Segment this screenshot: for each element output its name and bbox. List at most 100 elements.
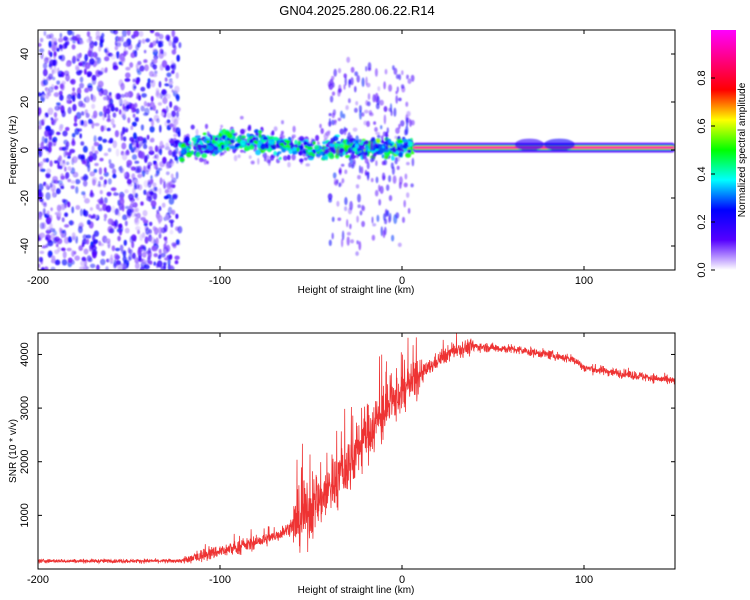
streak-blob: [403, 200, 406, 208]
noise-blob: [75, 186, 79, 194]
faint-blob: [233, 154, 238, 162]
noise-blob: [113, 259, 117, 267]
streak-blob: [329, 95, 334, 103]
noise-blob: [118, 109, 122, 115]
streak-blob: [336, 179, 339, 185]
noise-blob: [121, 249, 127, 255]
noise-blob: [120, 133, 124, 141]
spectrogram-marks: [38, 30, 675, 270]
noise-blob: [77, 40, 80, 45]
noise-blob: [103, 96, 107, 101]
noise-blob: [159, 48, 164, 54]
streak-blob: [342, 113, 346, 119]
faint-blob: [206, 160, 209, 165]
figure-title: GN04.2025.280.06.22.R14: [279, 3, 434, 18]
noise-blob: [53, 119, 57, 124]
carrier-bloom: [514, 138, 545, 151]
noise-blob: [38, 92, 41, 97]
noise-blob: [47, 240, 54, 247]
noise-blob: [109, 163, 115, 169]
noise-blob: [79, 221, 84, 226]
streak-blob: [374, 68, 378, 77]
noise-blob: [175, 72, 179, 79]
noise-blob: [78, 100, 84, 108]
noise-blob: [99, 157, 104, 162]
noise-blob: [39, 222, 45, 230]
faint-blob: [320, 128, 324, 134]
streak-blob: [372, 94, 376, 103]
noise-blob: [88, 214, 92, 218]
noise-blob: [123, 172, 127, 177]
noise-blob: [59, 83, 64, 89]
streak-blob: [375, 176, 379, 184]
streak-blob: [367, 62, 372, 71]
noise-blob: [71, 31, 75, 37]
noise-blob: [61, 217, 65, 223]
faint-blob: [291, 136, 294, 142]
faint-blob: [219, 151, 223, 157]
noise-blob: [162, 96, 168, 105]
faint-blob: [406, 161, 410, 166]
signal-blob: [249, 144, 255, 150]
faint-blob: [336, 200, 340, 207]
noise-blob: [92, 213, 96, 219]
signal-blob: [184, 136, 190, 142]
noise-blob: [157, 214, 163, 223]
noise-blob: [123, 263, 127, 268]
signal-blob: [319, 151, 324, 156]
noise-blob: [82, 180, 88, 187]
signal-blob: [240, 128, 245, 135]
noise-blob: [122, 266, 126, 270]
noise-blob: [174, 37, 179, 44]
noise-blob: [148, 150, 155, 156]
noise-blob: [136, 212, 141, 219]
signal-blob: [345, 154, 351, 159]
noise-blob: [94, 162, 99, 167]
noise-blob: [118, 99, 122, 104]
noise-blob: [45, 157, 50, 163]
streak-blob: [382, 229, 386, 239]
faint-blob: [276, 158, 280, 164]
signal-blob: [278, 156, 282, 160]
noise-blob: [61, 259, 68, 266]
noise-blob: [55, 105, 58, 110]
noise-blob: [160, 112, 165, 117]
noise-blob: [134, 166, 140, 174]
noise-blob: [62, 199, 69, 205]
noise-blob: [165, 142, 170, 149]
noise-blob: [153, 160, 158, 164]
noise-blob: [155, 167, 160, 175]
noise-blob: [158, 42, 164, 48]
streak-blob: [388, 84, 393, 92]
noise-blob: [114, 45, 119, 51]
noise-blob: [162, 89, 168, 98]
noise-blob: [162, 51, 167, 57]
streak-blob: [337, 68, 342, 74]
faint-blob: [366, 120, 370, 127]
noise-blob: [99, 190, 103, 195]
signal-blob: [321, 155, 328, 160]
noise-blob: [64, 212, 69, 217]
noise-blob: [63, 36, 68, 42]
colorbar-tick-label: 0.6: [696, 118, 708, 133]
noise-blob: [102, 113, 106, 121]
noise-blob: [109, 98, 114, 106]
noise-blob: [169, 140, 175, 144]
streak-blob: [331, 119, 335, 126]
noise-blob: [87, 50, 92, 57]
noise-blob: [87, 87, 93, 92]
noise-blob: [71, 44, 76, 50]
noise-blob: [115, 148, 120, 157]
noise-blob: [132, 252, 136, 260]
spectrogram-ylabel: Frequency (Hz): [8, 116, 19, 185]
noise-blob: [89, 244, 94, 250]
noise-blob: [134, 217, 139, 224]
noise-blob: [45, 192, 51, 201]
noise-blob: [115, 35, 120, 42]
noise-blob: [42, 208, 46, 216]
noise-blob: [82, 234, 88, 240]
noise-blob: [45, 243, 49, 248]
noise-blob: [168, 80, 174, 85]
noise-blob: [56, 102, 61, 106]
noise-blob: [107, 147, 112, 153]
